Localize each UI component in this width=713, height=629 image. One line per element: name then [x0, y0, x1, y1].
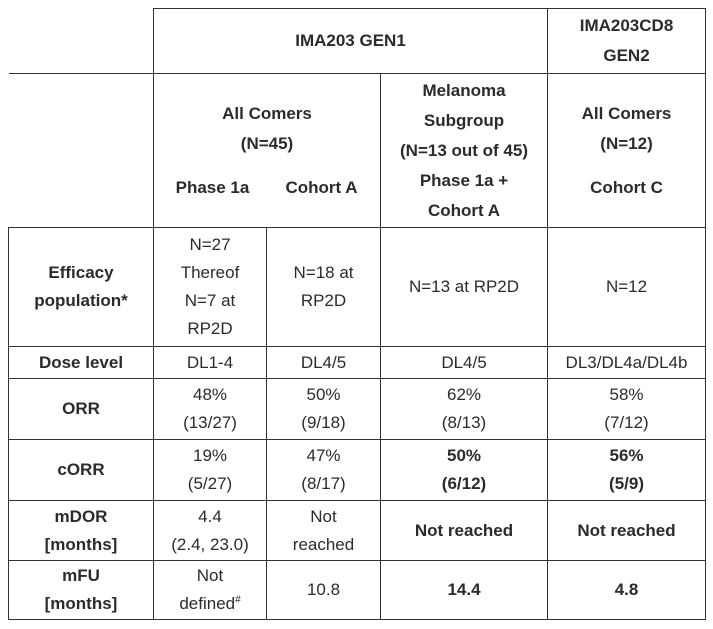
- table-cell: 50% (6/12): [379, 439, 549, 501]
- table-cell: DL1-4: [153, 346, 267, 379]
- all-comers-45-header: All Comers (N=45) Phase 1a Cohort A: [153, 73, 381, 228]
- phase1a-label: Phase 1a: [175, 177, 250, 197]
- table-cell: 62% (8/13): [379, 378, 549, 440]
- table-cell: DL3/DL4a/DL4b: [547, 346, 707, 379]
- table-cell: Not defined#: [153, 560, 267, 620]
- table-cell: N=12: [547, 227, 707, 347]
- table-cell: 50% (9/18): [266, 378, 381, 440]
- table-cell: N=13 at RP2D: [379, 227, 549, 347]
- footnote-mark: #: [235, 594, 241, 606]
- row-label-mdor: mDOR [months]: [8, 500, 154, 561]
- table-cell: Not reached: [379, 500, 549, 561]
- table-row: mDOR [months] 4.4 (2.4, 23.0) Not reached …: [8, 500, 707, 561]
- empty-group-cell: [8, 73, 154, 228]
- table-cell: DL4/5: [266, 346, 381, 379]
- table-cell: N=18 at RP2D: [266, 227, 381, 347]
- table-row: ORR 48% (13/27) 50% (9/18) 62% (8/13) 58% (7…: [8, 378, 707, 440]
- efficacy-table: IMA203 GEN1 IMA203CD8 GEN2 All Comers (N…: [8, 8, 707, 620]
- table-cell: 19% (5/27): [153, 439, 267, 501]
- table-row: cORR 19% (5/27) 47% (8/17) 50% (6/12) 56% (5…: [8, 439, 707, 501]
- table-cell: Not reached: [266, 500, 381, 561]
- table-row: mFU [months] Not defined# 10.8 14.4 4.8: [8, 560, 707, 620]
- table-cell: DL4/5: [379, 346, 549, 379]
- table-cell: 4.8: [547, 560, 707, 620]
- row-label-corr: cORR: [8, 439, 154, 501]
- table-cell: 10.8: [266, 560, 381, 620]
- melanoma-subgroup-header: Melanoma Subgroup (N=13 out of 45) Phase…: [379, 73, 549, 228]
- cohort-a-label: Cohort A: [285, 177, 358, 197]
- gen2-header: IMA203CD8 GEN2: [547, 8, 707, 74]
- table-cell: 14.4: [379, 560, 549, 620]
- table-row: Dose level DL1-4 DL4/5 DL4/5 DL3/DL4a/DL…: [8, 346, 707, 379]
- table-row: Efficacy population* N=27 Thereof N=7 at…: [8, 227, 707, 347]
- table-cell: 48% (13/27): [153, 378, 267, 440]
- table-cell: 58% (7/12): [547, 378, 707, 440]
- row-label-dose: Dose level: [8, 346, 154, 379]
- table-cell: 47% (8/17): [266, 439, 381, 501]
- all-comers-12-header: All Comers (N=12) Cohort C: [547, 73, 707, 228]
- gen1-header: IMA203 GEN1: [152, 8, 549, 74]
- empty-corner-cell: [8, 8, 154, 74]
- table-cell: N=27 Thereof N=7 at RP2D: [153, 227, 267, 347]
- table-cell: Not reached: [547, 500, 707, 561]
- row-label-mfu: mFU [months]: [8, 560, 154, 620]
- table-cell: 4.4 (2.4, 23.0): [153, 500, 267, 561]
- row-label-efficacy: Efficacy population*: [8, 227, 154, 347]
- table-cell: 56% (5/9): [547, 439, 707, 501]
- row-label-orr: ORR: [8, 378, 154, 440]
